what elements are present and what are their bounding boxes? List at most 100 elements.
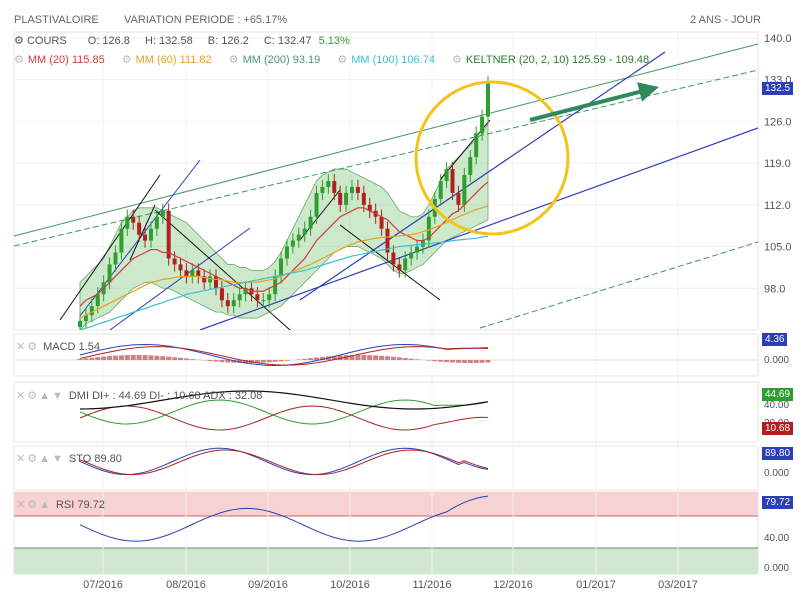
candle-body [255, 294, 260, 301]
time-axis: 07/2016 08/2016 09/2016 10/2016 11/2016 12/20… [83, 579, 698, 591]
legend-mm100[interactable]: ⚙ MM (100) 106.74 [337, 54, 435, 66]
macd-label: ✕⚙ MACD 1.54 [16, 340, 100, 353]
x-tick-label: 08/2016 [166, 579, 206, 591]
macd-label-text: MACD 1.54 [43, 341, 100, 353]
macd-hist-bar [107, 356, 113, 360]
candle-body [409, 252, 414, 259]
candle-body [486, 82, 490, 117]
rsi-oversold-zone [14, 548, 758, 574]
candle-body [284, 246, 289, 259]
close-icon[interactable]: ✕⚙▲ [16, 499, 52, 511]
x-tick-label: 09/2016 [248, 579, 288, 591]
candle-body [338, 192, 343, 205]
candle-body [137, 222, 142, 235]
dmi-label: ✕⚙▲▼ DMI DI+ : 44.69 DI- : 10.68 ADX : 32… [16, 389, 262, 402]
candle-body [403, 258, 408, 271]
gear-icon[interactable]: ⚙ [452, 54, 462, 66]
dmi-tag-minus: 10.68 [762, 422, 794, 435]
macd-hist-bar [455, 360, 461, 363]
macd-hist-bar [183, 358, 189, 360]
macd-hist-bar [485, 360, 491, 363]
dmi-indicator [79, 390, 489, 431]
grid [14, 32, 758, 574]
macd-hist-bar [396, 357, 402, 360]
x-tick-label: 12/2016 [493, 579, 533, 591]
gear-icon[interactable]: ⚙ [14, 35, 24, 47]
candle-body [214, 276, 218, 289]
candle-body [391, 252, 396, 265]
macd-hist-bar [337, 355, 343, 360]
trend-line [109, 227, 251, 330]
candle-body [166, 210, 171, 259]
candle-body [237, 294, 242, 301]
variation-periode: VARIATION PERIODE : +65.17% [124, 14, 288, 26]
macd-hist-bar [260, 360, 266, 363]
candle-body [326, 181, 331, 187]
rsi-label-text: RSI 79.72 [55, 499, 105, 511]
x-tick-label: 11/2016 [413, 579, 452, 591]
dmi-plus [79, 399, 489, 425]
macd-hist-bar [450, 360, 456, 363]
candle-body [190, 270, 195, 277]
rsi-tag: 79.72 [762, 496, 794, 509]
candle-body [350, 186, 354, 193]
candle-body [426, 216, 431, 241]
macd-hist-bar [272, 360, 278, 362]
dmi-adx [79, 390, 489, 410]
macd-tag: 4.36 [762, 333, 788, 346]
macd-hist-bar [373, 355, 379, 360]
gear-icon[interactable]: ⚙ [121, 54, 132, 66]
sto-panel-frame [13, 445, 759, 491]
macd-hist-bar [231, 360, 237, 363]
gear-icon[interactable]: ⚙ [337, 54, 348, 66]
close-icon[interactable]: ✕⚙▲▼ [16, 390, 65, 402]
candle-body [219, 288, 224, 301]
macd-hist-bar [207, 360, 213, 362]
macd-hist-bar [444, 360, 450, 363]
y-tick-label: 126.0 [764, 116, 792, 128]
ticker-title: PLASTIVALOIRE [14, 14, 99, 26]
legend-mm60[interactable]: ⚙ MM (60) 111.82 [122, 54, 212, 66]
macd-hist-bar [331, 355, 337, 360]
candle-body [462, 175, 467, 205]
macd-indicator [14, 343, 758, 367]
cours-high: H: 132.58 [145, 35, 193, 47]
sto-k [79, 447, 489, 476]
legend-keltner[interactable]: ⚙ KELTNER (20, 2, 10) 125.59 - 109.48 [452, 54, 649, 66]
macd-hist-bar [136, 355, 142, 360]
dmi-tag-plus: 44.69 [762, 388, 794, 401]
macd-hist-bar [402, 357, 408, 360]
gear-icon[interactable]: ⚙ [14, 54, 24, 66]
macd-hist-bar [160, 356, 166, 360]
sto-tag: 89.80 [762, 447, 794, 460]
macd-hist-bar [473, 360, 479, 363]
candle-body [231, 300, 236, 307]
candle-body [302, 228, 307, 235]
macd-hist-bar [302, 358, 308, 360]
candle-body [119, 228, 124, 253]
macd-hist-bar [296, 359, 302, 360]
legend-mm20[interactable]: ⚙ MM (20) 115.85 [14, 54, 105, 66]
candle-body [450, 169, 455, 193]
trend-line [479, 241, 758, 329]
close-icon[interactable]: ✕⚙▲▼ [16, 453, 65, 465]
period-selector[interactable]: 2 ANS - JOUR [690, 14, 761, 26]
candle-body [367, 204, 372, 211]
cours-change: 5.13% [318, 35, 350, 47]
candle-body [113, 252, 118, 265]
macd-hist-bar [438, 360, 444, 362]
y-tick-label: 105.0 [764, 242, 792, 254]
macd-hist-bar [308, 358, 314, 360]
moving-averages [79, 181, 489, 330]
macd-hist-bar [361, 355, 367, 360]
macd-hist-bar [148, 355, 154, 360]
candle-body [308, 216, 313, 229]
legend-mm200[interactable]: ⚙ MM (200) 93.19 [229, 54, 321, 66]
candle-body [160, 210, 165, 217]
x-tick-label: 03/2017 [658, 579, 698, 591]
candle-body [279, 258, 284, 277]
gear-icon[interactable]: ⚙ [228, 54, 239, 66]
rsi-tick-0: 0.000 [764, 563, 790, 574]
close-icon[interactable]: ✕⚙ [16, 341, 40, 353]
